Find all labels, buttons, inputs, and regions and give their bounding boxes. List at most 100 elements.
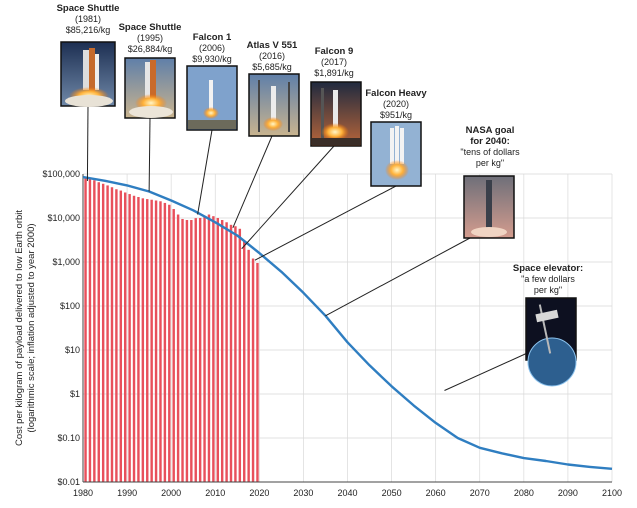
annotation-text: $9,930/kg: [192, 54, 232, 64]
x-tick-label: 2060: [426, 488, 446, 498]
y-tick-label: $10: [65, 345, 80, 355]
bar: [168, 204, 171, 482]
bar: [247, 249, 250, 482]
bar: [123, 192, 127, 483]
annotation-text: $5,685/kg: [252, 62, 292, 72]
falcon-1-photo: [186, 65, 238, 131]
bar: [110, 187, 114, 483]
x-tick-label: 2100: [602, 488, 622, 498]
annotation-text: (2020): [383, 99, 409, 109]
bar: [146, 199, 149, 482]
bar: [203, 216, 206, 483]
falcon-9-photo: [310, 81, 362, 147]
annotation-block: Space Shuttle(1981)$85,216/kg: [57, 3, 120, 35]
bar: [194, 218, 197, 483]
leader-line: [232, 135, 273, 228]
y-tick-label: $100: [60, 301, 80, 311]
annotation-text: $26,884/kg: [128, 44, 173, 54]
bar: [159, 201, 162, 483]
annotation-text: $951/kg: [380, 110, 412, 120]
bar: [185, 220, 189, 482]
annotation-text: per kg": [534, 285, 562, 295]
leader-line: [148, 117, 151, 192]
x-tick-label: 2020: [249, 488, 269, 498]
bar: [84, 177, 87, 482]
leader-line: [254, 185, 397, 261]
bar: [212, 216, 215, 483]
annotation-title: Falcon Heavy: [365, 88, 427, 99]
x-tick-label: 1980: [73, 488, 93, 498]
annotation-block: Falcon 9(2017)$1,891/kg: [314, 46, 354, 78]
x-tick-label: 2080: [514, 488, 534, 498]
annotation-leaders: [86, 105, 535, 391]
bar: [141, 198, 145, 482]
annotation-text: (1995): [137, 33, 163, 43]
leader-line: [241, 145, 335, 250]
bar: [251, 258, 255, 482]
x-tick-label: 1990: [117, 488, 137, 498]
annotation-block: Falcon Heavy(2020)$951/kg: [365, 88, 427, 120]
bar: [234, 226, 237, 482]
annotation-title: Space Shuttle: [57, 3, 120, 14]
bar: [93, 180, 96, 482]
annotation-block: Space Shuttle(1995)$26,884/kg: [119, 22, 182, 54]
space-elevator-photo: [525, 297, 577, 387]
annotation-block: Falcon 1(2006)$9,930/kg: [192, 32, 232, 64]
bar: [137, 197, 140, 483]
bar: [163, 202, 167, 482]
bar: [119, 190, 123, 482]
y-axis-title: Cost per kilogram of payload delivered t…: [14, 210, 25, 446]
space-shuttle-1995-photo: [124, 57, 176, 119]
y-tick-label: $100,000: [42, 169, 80, 179]
annotation-title: for 2040:: [470, 136, 510, 147]
bar: [172, 209, 175, 482]
bar: [176, 214, 180, 482]
annotation-text: (2006): [199, 43, 225, 53]
annotation-text: $85,216/kg: [66, 25, 111, 35]
annotation-text: per kg": [476, 158, 504, 168]
axes: 1980 1990 2000 2010 2020 2030 2040 2050 2060 2070…: [42, 169, 622, 498]
leader-line: [325, 237, 471, 317]
bar: [198, 218, 202, 482]
y-tick-label: $0.01: [57, 477, 80, 487]
annotations: Space Shuttle(1981)$85,216/kg Space Shutt…: [57, 3, 584, 295]
y-tick-label: $0.10: [57, 433, 80, 443]
bar: [220, 220, 224, 482]
nasa-goal-photo: [463, 175, 515, 239]
bar: [256, 262, 259, 482]
atlas-v-551-photo: [248, 73, 300, 137]
x-tick-label: 2070: [470, 488, 490, 498]
annotation-text: "tens of dollars: [460, 147, 520, 157]
bar: [181, 218, 184, 482]
bar: [150, 199, 153, 483]
annotation-text: (2016): [259, 51, 285, 61]
annotation-title: Space Shuttle: [119, 22, 182, 33]
y-tick-label: $1,000: [52, 257, 80, 267]
bar: [106, 185, 109, 482]
y-axis-subtitle: (logarithmic scale; inflation adjusted t…: [26, 223, 37, 432]
cost-curve-line: [82, 175, 613, 470]
x-tick-label: 2010: [205, 488, 225, 498]
bar: [225, 222, 228, 482]
annotation-title: Falcon 9: [315, 46, 354, 57]
bar: [115, 189, 118, 482]
leader-line: [444, 349, 535, 391]
y-tick-label: $10,000: [47, 213, 80, 223]
annotation-text: (1981): [75, 14, 101, 24]
leader-line: [197, 129, 213, 215]
x-tick-label: 2040: [337, 488, 357, 498]
annotation-title: Space elevator:: [513, 263, 583, 274]
bar: [132, 195, 136, 482]
bar: [243, 241, 246, 482]
launch-photos: [60, 41, 577, 387]
bar: [97, 182, 100, 482]
bar: [88, 178, 92, 482]
x-tick-label: 2050: [382, 488, 402, 498]
bar: [207, 214, 211, 482]
annotation-title: NASA goal: [466, 125, 515, 136]
y-tick-label: $1: [70, 389, 80, 399]
annotation-text: "a few dollars: [521, 274, 575, 284]
